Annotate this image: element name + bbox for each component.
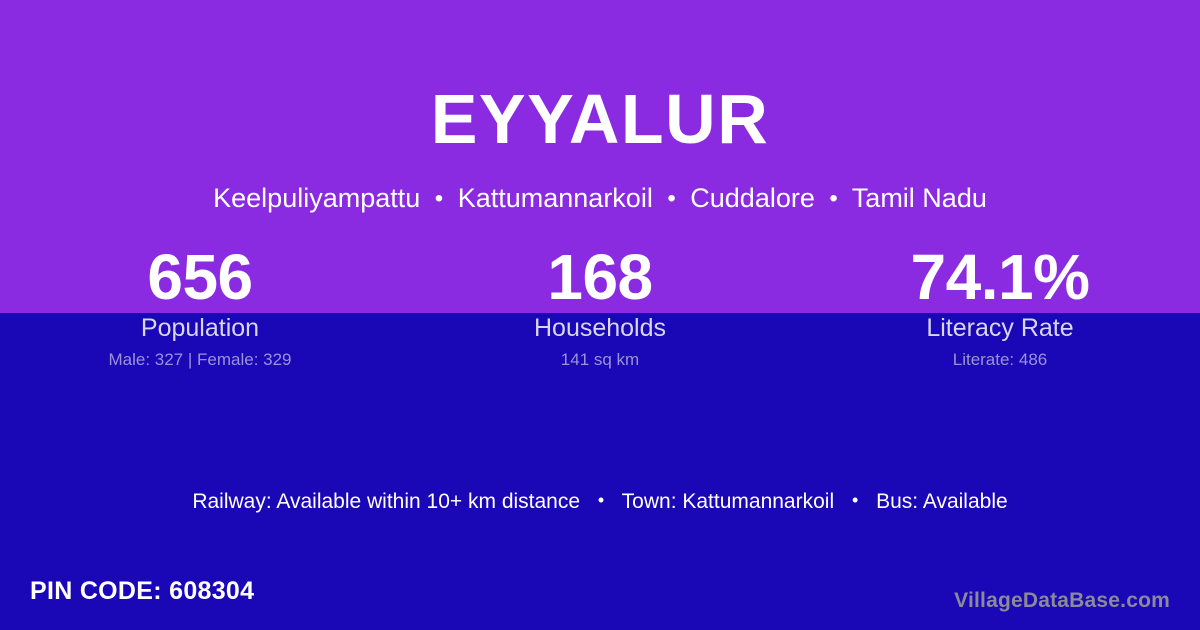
breadcrumb-item-block: Kattumannarkoil [457,183,653,213]
stat-literacy-rate: 74.1% Literacy Rate Literate: 486 [800,241,1200,370]
stat-value: 168 [547,241,653,313]
breadcrumb-item-district: Cuddalore [690,183,815,213]
breadcrumb-item-panchayat: Keelpuliyampattu [213,183,421,213]
breadcrumb-separator-icon: • [667,185,676,212]
amenity-separator-icon: • [597,490,605,510]
stat-households: 168 Households 141 sq km [400,241,800,370]
stat-label: Population [140,314,260,342]
stat-value: 656 [147,241,253,313]
pin-code: PIN CODE: 608304 [30,577,255,605]
stat-value: 74.1% [910,241,1090,313]
stat-label: Literacy Rate [926,314,1074,342]
breadcrumb: Keelpuliyampattu • Kattumannarkoil • Cud… [0,182,1200,214]
stat-sublabel: Male: 327 | Female: 329 [108,350,292,369]
amenities-line: Railway: Available within 10+ km distanc… [0,487,1200,515]
amenity-railway: Railway: Available within 10+ km distanc… [192,490,581,513]
stat-population: 656 Population Male: 327 | Female: 329 [0,241,400,370]
stat-sublabel: Literate: 486 [952,350,1048,369]
amenity-separator-icon: • [851,490,859,510]
stat-sublabel: 141 sq km [560,350,640,369]
breadcrumb-separator-icon: • [829,185,838,212]
site-brand: VillageDataBase.com [954,589,1170,612]
amenity-bus: Bus: Available [876,490,1008,513]
page-title: EYYALUR [430,80,770,158]
stat-label: Households [533,314,667,342]
hero-band [0,0,1200,313]
amenity-town: Town: Kattumannarkoil [621,490,835,513]
breadcrumb-item-state: Tamil Nadu [851,183,987,213]
breadcrumb-separator-icon: • [434,185,444,212]
stats-row: 656 Population Male: 327 | Female: 329 1… [0,241,1200,370]
